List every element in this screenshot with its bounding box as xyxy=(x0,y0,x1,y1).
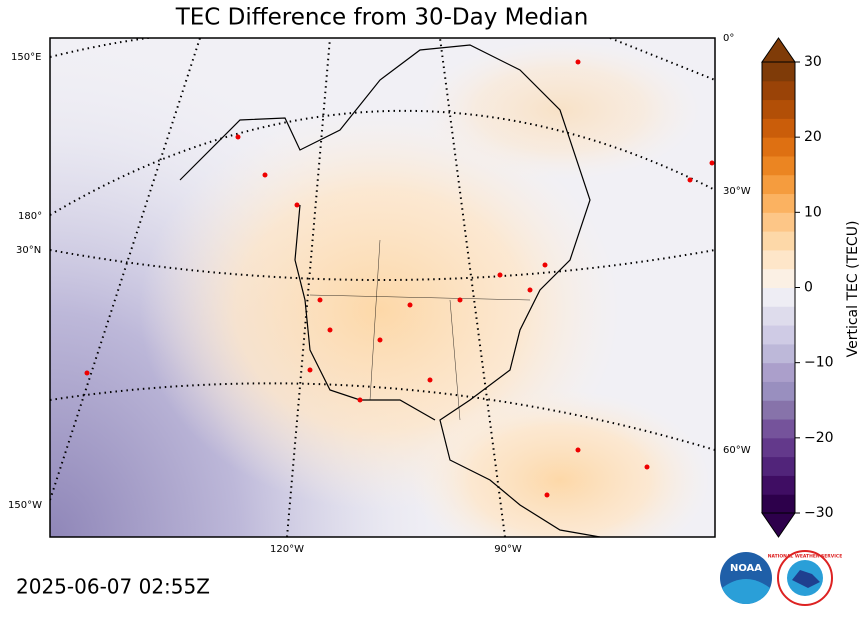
colorbar-band xyxy=(762,362,795,382)
colorbar-extension xyxy=(761,512,796,538)
colorbar-tick-label: 20 xyxy=(804,129,822,145)
colorbar-band xyxy=(762,456,795,476)
graticule-label: 30°W xyxy=(723,186,751,197)
graticule-label: 0° xyxy=(723,33,734,44)
colorbar-band xyxy=(762,80,795,101)
graticule-label: 60°W xyxy=(723,445,751,456)
noaa-logo: NOAA xyxy=(720,552,772,604)
colorbar-band xyxy=(762,174,795,195)
colorbar-band xyxy=(762,155,795,176)
colorbar-band xyxy=(762,62,795,82)
colorbar-band xyxy=(762,325,795,345)
colorbar-band xyxy=(762,419,795,439)
title: TEC Difference from 30-Day Median xyxy=(175,5,589,31)
colorbar-tick-label: 30 xyxy=(804,54,822,70)
colorbar-band xyxy=(762,231,795,251)
noaa-text: NOAA xyxy=(730,563,762,574)
nws-text: NATIONAL WEATHER SERVICE xyxy=(768,554,843,560)
colorbar-band xyxy=(762,343,795,364)
colorbar-band xyxy=(762,193,795,213)
colorbar-band xyxy=(762,381,795,401)
nws-logo: NATIONAL WEATHER SERVICE xyxy=(768,550,843,606)
colorbar-band xyxy=(762,212,795,232)
colorbar-tick-label: −30 xyxy=(804,505,834,521)
colorbar-band xyxy=(762,99,795,119)
colorbar-extension xyxy=(761,37,796,63)
colorbar: −30 −20 −10 0 10 20 30 xyxy=(761,37,834,538)
graticule-label: 180° xyxy=(18,211,42,222)
graticule-label: 150°E xyxy=(11,52,41,63)
colorbar-band xyxy=(762,400,795,420)
borders xyxy=(309,239,531,421)
colorbar-band xyxy=(762,118,795,138)
colorbar-tick-label: 0 xyxy=(804,280,813,296)
graticule-label: 150°W xyxy=(8,500,42,511)
colorbar-band xyxy=(762,437,795,458)
graticule-label: 120°W xyxy=(270,544,304,555)
colorbar-tick-label: −20 xyxy=(804,430,834,446)
coastline xyxy=(179,44,601,537)
timestamp: 2025-06-07 02:55Z xyxy=(16,575,210,599)
colorbar-band xyxy=(762,249,795,270)
colorbar-tick-label: −10 xyxy=(804,355,834,371)
graticule-label: 90°W xyxy=(494,544,522,555)
colorbar-tick-label: 10 xyxy=(804,204,822,220)
colorbar-band xyxy=(762,268,795,288)
graticule-label: 30°N xyxy=(16,245,41,256)
colorbar-band xyxy=(762,287,795,307)
colorbar-band xyxy=(762,475,795,495)
colorbar-band xyxy=(762,137,795,157)
colorbar-band xyxy=(762,494,795,514)
stations xyxy=(84,59,715,498)
colorbar-label: Vertical TEC (TECU) xyxy=(845,221,861,358)
map xyxy=(50,38,715,537)
graticule xyxy=(50,38,715,537)
positive-anomaly xyxy=(410,390,710,537)
colorbar-band xyxy=(762,306,795,326)
map-frame xyxy=(49,37,716,538)
